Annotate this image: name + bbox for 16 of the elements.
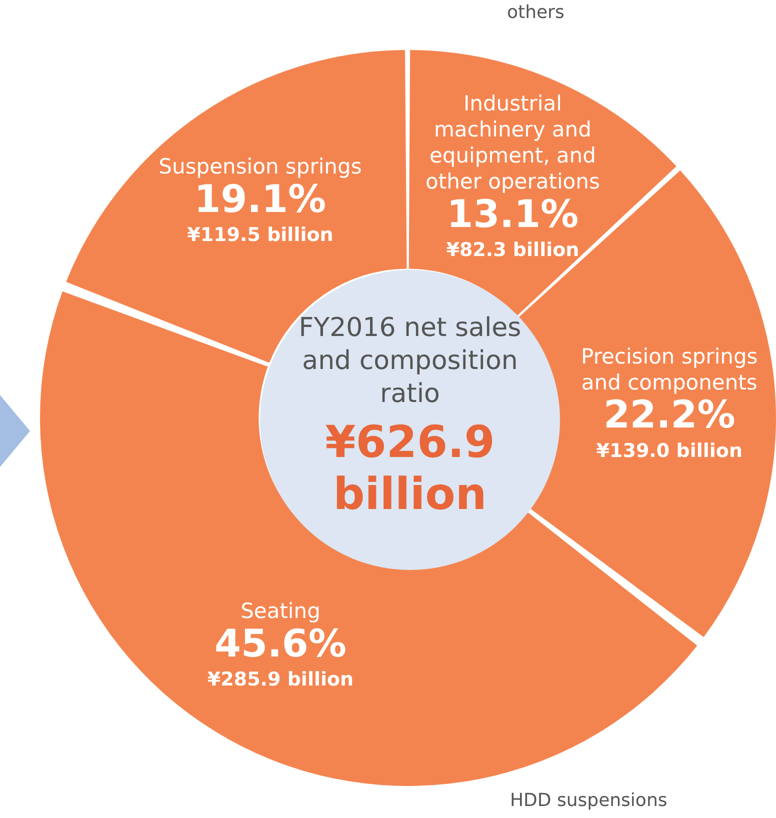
text: ¥626.9 billion (324, 417, 496, 521)
text: HDD suspensions (510, 790, 668, 811)
text: others (507, 2, 564, 23)
text: ¥119.5 billion (187, 224, 334, 246)
text: FY2016 net sales and composition ratio (298, 312, 522, 411)
data-label: 22.2% (603, 392, 736, 437)
slice-label: Industrial machinery and equipment, and other operations (425, 92, 600, 194)
data-label: 19.1% (194, 176, 326, 221)
text: ¥285.9 billion (207, 668, 354, 690)
slice-label: Suspension springs (158, 154, 362, 178)
data-label: 45.6% (214, 621, 346, 666)
slice-label: Precision springs and components (581, 344, 758, 394)
slice-label: Seating (240, 598, 320, 623)
data-label: 13.1% (446, 192, 579, 236)
text: ¥139.0 billion (596, 440, 742, 462)
text: ¥82.3 billion (446, 239, 580, 262)
